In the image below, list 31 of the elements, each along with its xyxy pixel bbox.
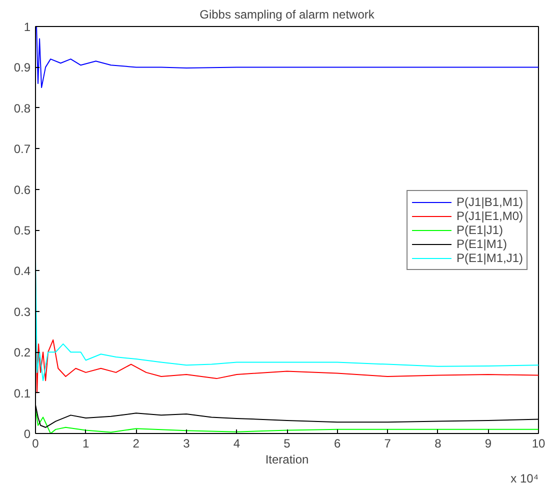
y-tick-label: 0.5: [14, 224, 31, 238]
y-tick-label: 0.1: [14, 386, 31, 400]
x-tick-label: 9: [484, 436, 492, 450]
x-tick-label: 10: [532, 436, 546, 450]
text: x 10⁴: [510, 472, 539, 485]
y-tick-label: 0.3: [14, 304, 31, 319]
x-tick-label: 1: [82, 436, 90, 450]
chart-title: Gibbs sampling of alarm network: [200, 8, 376, 22]
line-series: [36, 26, 538, 88]
legend-label: P(E1|J1): [456, 222, 503, 236]
y-tick-label: 0.2: [14, 346, 31, 360]
x-tick-label: 8: [434, 436, 442, 450]
x-tick-label: 5: [284, 436, 291, 450]
y-tick-label: 0.6: [14, 182, 31, 197]
y-tick-label: 0.4: [14, 264, 31, 278]
y-tick-label: 0.8: [14, 101, 31, 116]
x-tick-label: 2: [132, 436, 140, 450]
legend-label: P(J1|B1,M1): [456, 194, 523, 208]
x-tick-label: 3: [183, 436, 190, 450]
x-axis-title: Iteration: [265, 452, 309, 466]
x-tick-label: 4: [233, 436, 240, 450]
y-tick-label: 0.7: [14, 142, 31, 156]
x-tick-label: 6: [334, 436, 341, 450]
x-tick-label: 0: [32, 436, 40, 450]
y-tick-label: 0.9: [14, 60, 31, 75]
legend-label: P(J1|E1,M0): [456, 208, 523, 222]
legend-label: P(E1|M1,J1): [456, 250, 523, 264]
y-tick-label: 0: [24, 427, 31, 441]
legend-label: P(E1|M1): [456, 236, 507, 250]
y-tick-label: 1: [24, 20, 31, 34]
x-tick-label: 7: [384, 436, 392, 450]
